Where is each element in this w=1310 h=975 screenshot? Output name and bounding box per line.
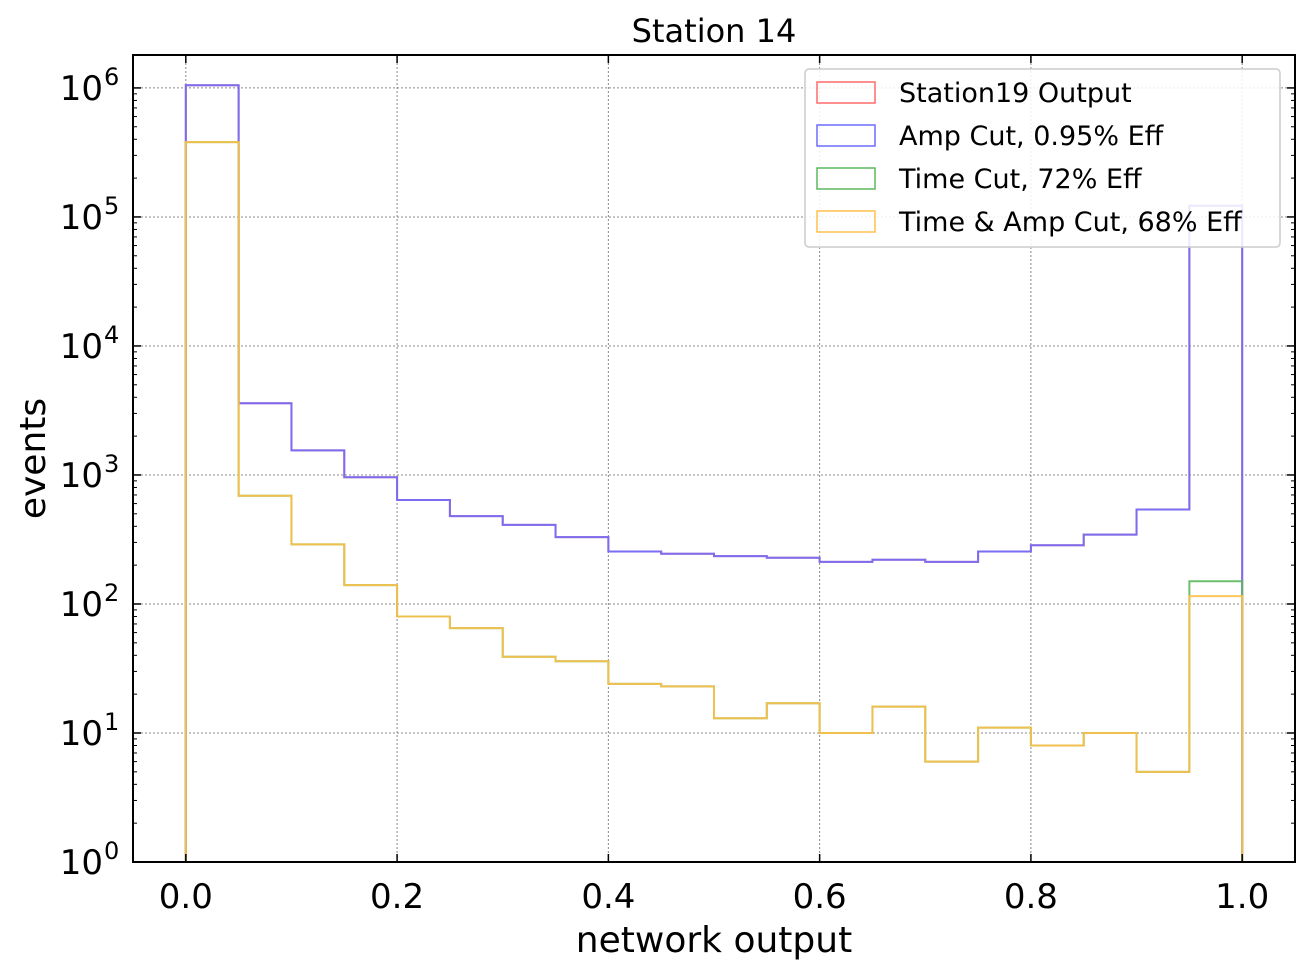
legend-swatch-1 [816, 124, 876, 147]
y-tick-exponent: 3 [104, 450, 119, 478]
y-tick-base: 10 [60, 69, 103, 109]
y-axis-title: events [13, 398, 54, 519]
y-tick-label: 10 4 [60, 321, 120, 367]
x-tick-label: 0.4 [581, 877, 635, 917]
y-tick-label: 10 0 [60, 837, 120, 883]
y-tick-base: 10 [60, 327, 103, 367]
legend-swatch-3 [816, 210, 876, 233]
y-tick-base: 10 [60, 585, 103, 625]
plot-frame [132, 54, 1296, 863]
chart-title: Station 14 [632, 12, 797, 50]
legend-box [804, 68, 1281, 248]
y-tick-exponent: 1 [104, 708, 119, 736]
y-tick-base: 10 [60, 456, 103, 496]
histogram-series-1 [184, 84, 1244, 862]
legend-label-0: Station19 Output [899, 78, 1132, 109]
legend-swatch-0 [816, 81, 876, 104]
y-tick-exponent: 4 [104, 321, 119, 349]
y-tick-base: 10 [60, 714, 103, 754]
x-axis-title: network output [576, 920, 852, 961]
legend-swatch-2 [816, 167, 876, 190]
legend-label-3: Time & Amp Cut, 68% Eff [898, 207, 1243, 238]
y-tick-exponent: 2 [104, 579, 119, 607]
legend: Station19 Output Amp Cut, 0.95% Eff Time C… [804, 68, 1281, 248]
y-tick-exponent: 5 [104, 192, 119, 220]
y-tick-base: 10 [60, 843, 103, 883]
legend-label-2: Time Cut, 72% Eff [898, 164, 1143, 195]
y-tick-label: 10 6 [60, 63, 120, 109]
x-tick-label: 0.2 [370, 877, 424, 917]
x-tick-label: 0.6 [793, 877, 847, 917]
y-tick-label: 10 5 [60, 192, 120, 238]
legend-label-1: Amp Cut, 0.95% Eff [899, 121, 1165, 152]
y-tick-label: 10 3 [60, 450, 120, 496]
histogram-series [184, 84, 1244, 862]
y-tick-base: 10 [60, 198, 103, 238]
y-tick-exponent: 0 [104, 837, 119, 865]
x-tick-label: 0.0 [159, 877, 213, 917]
x-tick-label: 0.8 [1004, 877, 1058, 917]
y-tick-label: 10 2 [60, 579, 120, 625]
y-tick-exponent: 6 [104, 63, 119, 91]
histogram-series-2 [184, 141, 1244, 862]
x-tick-label: 1.0 [1215, 877, 1269, 917]
y-tick-label: 10 1 [60, 708, 120, 754]
histogram-series-3 [184, 141, 1244, 862]
